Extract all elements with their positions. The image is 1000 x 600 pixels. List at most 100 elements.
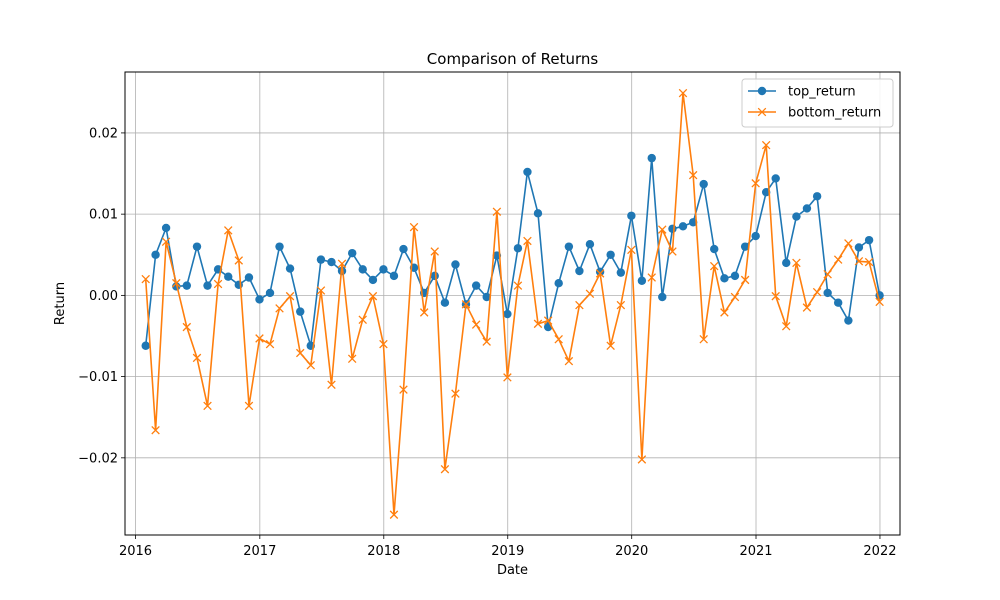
data-point [564, 356, 574, 366]
chart-title: Comparison of Returns [427, 50, 599, 68]
data-point [658, 225, 667, 234]
data-point [595, 269, 605, 278]
data-point [627, 245, 636, 255]
data-point [823, 288, 832, 298]
data-point [802, 204, 812, 213]
series-top_return [141, 153, 884, 350]
y-tick-label: 0.02 [89, 126, 118, 141]
data-point [710, 244, 719, 254]
data-point [389, 510, 399, 519]
data-point [440, 298, 450, 307]
data-point [348, 248, 357, 258]
data-point [482, 337, 491, 346]
x-tick-label: 2019 [491, 544, 524, 559]
data-point [533, 319, 543, 329]
data-point [864, 257, 874, 267]
y-tick-label: 0.01 [89, 208, 118, 223]
data-point [213, 279, 223, 289]
data-point [399, 244, 408, 254]
data-point [554, 334, 563, 344]
legend-label: top_return [788, 85, 856, 100]
data-point [430, 247, 439, 256]
series-bottom_return [141, 88, 884, 519]
data-point [151, 425, 160, 435]
legend-item: bottom_return [748, 106, 881, 121]
data-point [627, 211, 636, 220]
series-line [144, 92, 881, 516]
data-point [337, 259, 347, 268]
data-point [327, 257, 336, 267]
data-point [720, 308, 729, 317]
data-point [234, 280, 243, 290]
data-point [854, 243, 864, 252]
data-point [513, 244, 523, 253]
legend-item: top_return [748, 85, 856, 100]
data-point [792, 258, 801, 268]
data-point [647, 273, 657, 282]
data-point [782, 258, 791, 268]
data-point [575, 266, 584, 276]
data-point [844, 239, 853, 248]
data-point [203, 281, 212, 290]
data-point [616, 300, 626, 310]
data-point [203, 401, 212, 411]
data-point [585, 289, 595, 299]
data-point [368, 275, 378, 285]
data-point [151, 250, 160, 259]
data-point [141, 341, 150, 350]
data-point [554, 278, 563, 288]
data-point [379, 339, 388, 349]
data-point [606, 341, 615, 350]
data-point [585, 240, 595, 249]
legend: top_return bottom_return [741, 78, 894, 128]
data-point [409, 222, 419, 232]
legend-label: bottom_return [788, 106, 881, 121]
data-point [430, 271, 439, 281]
x-tick-label: 2021 [739, 544, 772, 559]
data-point [688, 170, 698, 180]
data-point [265, 288, 275, 298]
grid-lines [125, 72, 900, 535]
data-point [864, 235, 874, 245]
data-point [533, 209, 543, 218]
x-tick-label: 2016 [119, 544, 152, 559]
data-point [316, 255, 326, 264]
data-point [699, 334, 708, 344]
data-point [812, 287, 822, 297]
legend-marker [757, 86, 767, 96]
legend-box [741, 78, 894, 128]
data-point [616, 268, 626, 277]
data-point [833, 255, 843, 264]
data-point [285, 291, 295, 301]
data-point [451, 389, 460, 398]
data-point [182, 281, 192, 290]
data-point [285, 264, 295, 273]
data-point [389, 271, 399, 281]
data-point [255, 334, 264, 343]
data-point [730, 292, 740, 302]
series-layer [141, 88, 884, 519]
x-tick-label: 2017 [243, 544, 276, 559]
data-point [730, 271, 740, 281]
x-axis-label: Date [497, 563, 528, 578]
x-tick-label: 2020 [615, 544, 648, 559]
data-point [327, 380, 336, 389]
data-point [244, 401, 254, 411]
data-point [161, 223, 171, 233]
data-point [358, 315, 367, 325]
x-tick-label: 2022 [863, 544, 896, 559]
plot-frame [124, 71, 901, 536]
data-point [419, 308, 429, 317]
data-point [523, 236, 532, 246]
y-axis-label: Return [53, 282, 68, 325]
data-point [513, 281, 523, 290]
data-point [595, 267, 605, 277]
data-point [275, 304, 284, 313]
data-point [461, 300, 471, 309]
data-point [637, 455, 647, 464]
data-point [316, 286, 326, 295]
data-point [161, 237, 171, 247]
data-point [523, 167, 532, 177]
data-point [688, 218, 698, 227]
data-point [740, 242, 750, 251]
